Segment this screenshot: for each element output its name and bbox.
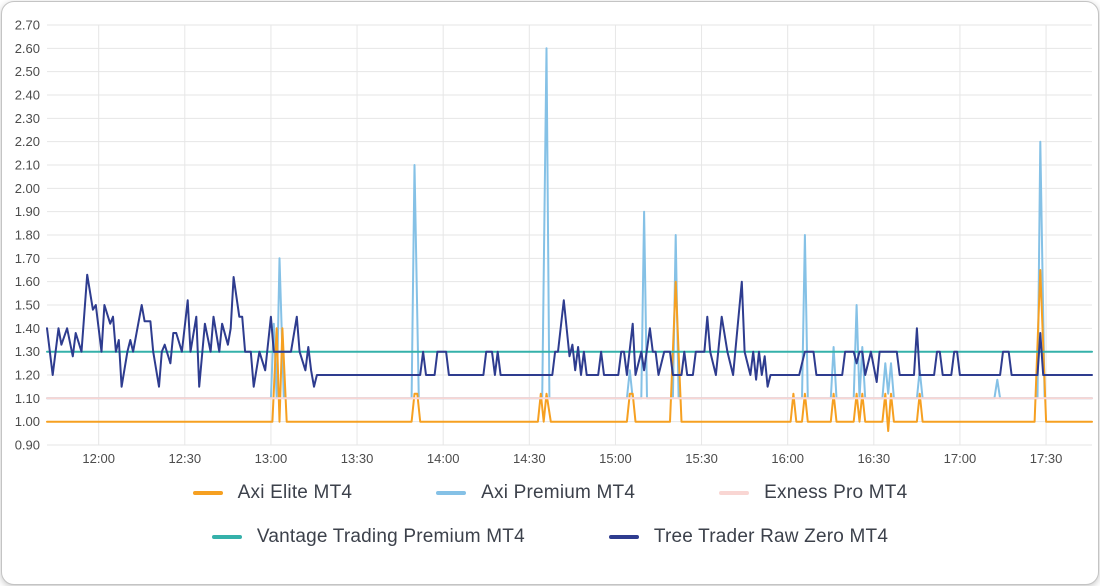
legend-label: Axi Elite MT4 (237, 482, 353, 503)
legend-item-tree-trader-raw-zero-mt4[interactable]: Tree Trader Raw Zero MT4 (608, 526, 889, 548)
x-axis-tick-label: 16:30 (858, 451, 891, 466)
y-axis-tick-label: 2.00 (15, 181, 40, 196)
chart-plot-area: 0.90 1.00 1.10 1.20 1.30 1.40 1.50 1.60 1.70 1.80… (2, 2, 1098, 472)
line-chart-canvas: 0.90 1.00 1.10 1.20 1.30 1.40 1.50 1.60 1.70 1.80… (15, 18, 1093, 466)
x-axis-tick-label: 16:00 (771, 451, 804, 466)
legend-item-axi-elite-mt4[interactable]: Axi Elite MT4 (192, 482, 353, 504)
x-axis-tick-label: 15:00 (599, 451, 632, 466)
y-axis-tick-label: 2.20 (15, 134, 40, 149)
x-axis-tick-label: 14:30 (513, 451, 546, 466)
legend-item-vantage-trading-premium-mt4[interactable]: Vantage Trading Premium MT4 (211, 526, 525, 548)
legend-label: Exness Pro MT4 (764, 482, 908, 503)
x-axis-tick-label: 12:00 (82, 451, 115, 466)
y-axis-tick-label: 2.10 (15, 158, 40, 173)
y-axis-tick-label: 2.70 (15, 18, 40, 33)
legend-label: Axi Premium MT4 (481, 482, 636, 503)
y-axis-tick-label: 0.90 (15, 438, 40, 453)
legend-row-1: Axi Elite MT4 Axi Premium MT4 Exness Pro M… (192, 482, 908, 504)
y-axis-tick-label: 2.30 (15, 111, 40, 126)
y-axis-tick-label: 1.70 (15, 251, 40, 266)
y-axis-tick-label: 2.50 (15, 64, 40, 79)
x-axis-tick-label: 12:30 (169, 451, 202, 466)
x-axis-tick-label: 14:00 (427, 451, 460, 466)
y-axis-tick-label: 1.60 (15, 274, 40, 289)
y-axis-tick-label: 1.90 (15, 204, 40, 219)
x-axis-tick-label: 15:30 (685, 451, 718, 466)
legend-item-exness-pro-mt4[interactable]: Exness Pro MT4 (719, 482, 907, 504)
legend-label: Tree Trader Raw Zero MT4 (653, 526, 889, 547)
legend-line-marker-icon (436, 491, 467, 495)
x-axis-tick-label: 17:30 (1030, 451, 1063, 466)
y-axis-tick-label: 1.50 (15, 298, 40, 313)
legend-row-2: Vantage Trading Premium MT4 Tree Trader R… (211, 526, 889, 548)
legend-line-marker-icon (608, 535, 639, 539)
y-axis-tick-label: 1.40 (15, 321, 40, 336)
x-axis-tick-label: 13:30 (341, 451, 374, 466)
series-line-tree-trader-raw-zero-mt4 (46, 273, 1093, 388)
y-axis-tick-label: 2.60 (15, 41, 40, 56)
y-axis-tick-label: 1.00 (15, 414, 40, 429)
chart-legend: Axi Elite MT4 Axi Premium MT4 Exness Pro M… (2, 482, 1098, 548)
y-axis-tick-label: 1.30 (15, 344, 40, 359)
x-axis-tick-label: 17:00 (944, 451, 977, 466)
legend-line-marker-icon (719, 491, 750, 495)
legend-line-marker-icon (211, 535, 242, 539)
y-axis-tick-label: 2.40 (15, 88, 40, 103)
legend-label: Vantage Trading Premium MT4 (256, 526, 525, 547)
y-axis-tick-label: 1.20 (15, 368, 40, 383)
legend-line-marker-icon (192, 491, 223, 495)
y-axis-tick-label: 1.10 (15, 391, 40, 406)
y-axis-tick-label: 1.80 (15, 228, 40, 243)
legend-item-axi-premium-mt4[interactable]: Axi Premium MT4 (436, 482, 635, 504)
x-axis-tick-label: 13:00 (255, 451, 288, 466)
